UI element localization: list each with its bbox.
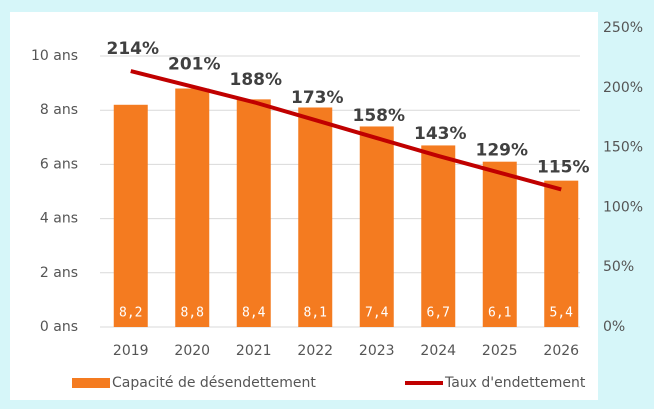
y-tick-label: 8 ans: [40, 102, 78, 118]
bar-value-label: 8,2: [119, 306, 142, 321]
bar: [175, 88, 210, 328]
x-tick-label: 2020: [174, 343, 210, 359]
y-tick-label: 6 ans: [40, 156, 78, 172]
bar-value-label: 7,4: [365, 306, 389, 321]
line-value-label: 143%: [414, 124, 467, 144]
y2-tick-label: 200%: [603, 80, 643, 96]
line-value-label: 188%: [229, 70, 282, 90]
bar: [236, 99, 271, 327]
bar: [113, 104, 148, 327]
x-tick-label: 2019: [113, 343, 149, 359]
legend-label: Taux d'endettement: [444, 375, 586, 391]
line-value-label: 115%: [537, 157, 590, 177]
line-value-label: 201%: [168, 55, 221, 75]
line: [130, 69, 562, 192]
bar: [298, 107, 333, 328]
legend-label: Capacité de désendettement: [112, 375, 316, 391]
x-tick-label: 2021: [236, 343, 272, 359]
y2-tick-label: 100%: [603, 199, 643, 215]
y-tick-label: 4 ans: [40, 211, 78, 227]
y2-tick-label: 0%: [603, 319, 625, 335]
bar-value-label: 6,1: [488, 306, 511, 321]
x-tick-label: 2022: [297, 343, 333, 359]
y2-tick-label: 250%: [603, 20, 643, 36]
bar-value-label: 5,4: [550, 306, 574, 321]
bar: [359, 126, 394, 328]
bar: [544, 180, 579, 327]
x-tick-label: 2023: [359, 343, 395, 359]
y2-tick-label: 150%: [603, 140, 643, 156]
y-tick-label: 2 ans: [40, 265, 78, 281]
line-value-label: 214%: [106, 39, 159, 59]
y-tick-label: 0 ans: [40, 319, 78, 335]
bar: [421, 145, 456, 327]
line-value-label: 129%: [475, 141, 528, 161]
bar-value-label: 8,8: [181, 306, 204, 321]
bar-value-label: 6,7: [427, 306, 450, 321]
line-value-label: 158%: [352, 106, 405, 126]
legend-swatch: [72, 378, 110, 388]
y-tick-label: 10 ans: [31, 48, 78, 64]
bar-value-label: 8,1: [304, 306, 327, 321]
x-tick-label: 2024: [420, 343, 456, 359]
bar: [482, 161, 517, 327]
y2-tick-label: 50%: [603, 259, 634, 275]
x-tick-label: 2025: [482, 343, 518, 359]
x-tick-label: 2026: [543, 343, 579, 359]
bar-value-label: 8,4: [242, 306, 266, 321]
line-value-label: 173%: [291, 88, 344, 108]
